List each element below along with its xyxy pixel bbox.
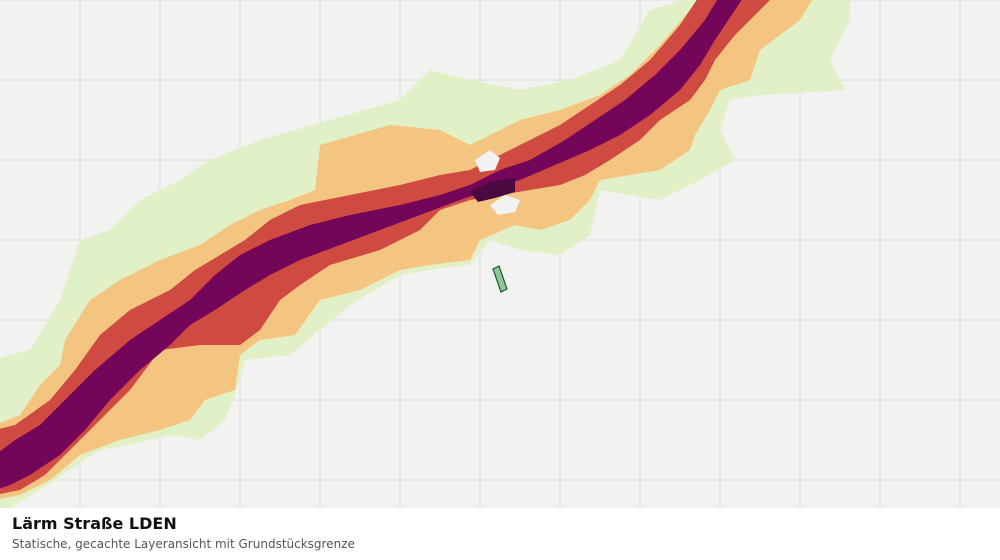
noise-clearing <box>490 195 520 215</box>
noise-band-mid <box>0 0 770 494</box>
noise-clearing <box>475 150 500 172</box>
layer-subtitle: Statische, gecachte Layeransicht mit Gru… <box>12 537 355 551</box>
map-caption: Lärm Straße LDEN Statische, gecachte Lay… <box>0 508 1000 560</box>
property-parcel[interactable] <box>492 265 508 293</box>
layer-title: Lärm Straße LDEN <box>12 514 177 533</box>
map-view[interactable] <box>0 0 1000 508</box>
map-canvas[interactable] <box>0 0 1000 508</box>
noise-band-peak <box>470 178 515 202</box>
noise-band-high <box>0 0 742 489</box>
